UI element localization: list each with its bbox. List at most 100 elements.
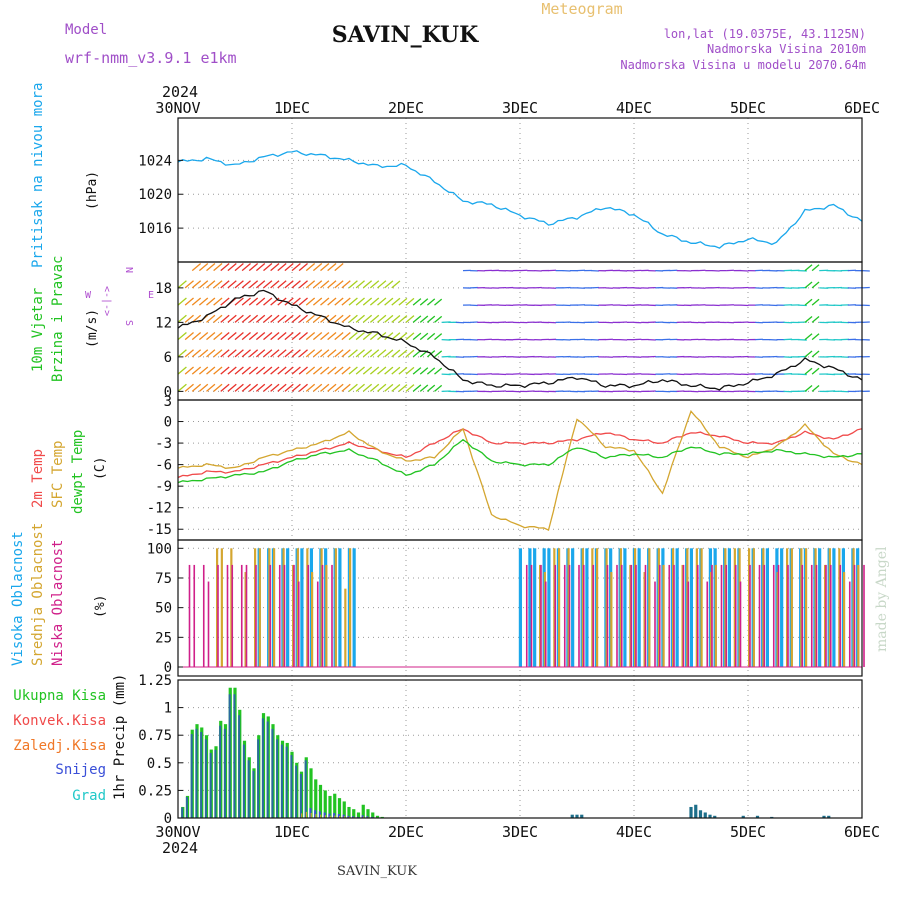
precip-bar <box>713 815 717 818</box>
mid-cloud-bar <box>344 588 347 667</box>
wind-barb <box>391 366 401 375</box>
precip-bar <box>352 809 356 818</box>
low-cloud-bar <box>863 564 865 667</box>
wind-barb <box>255 349 266 358</box>
snow-bar <box>223 728 226 818</box>
temp-label-sfc: SFC Temp <box>50 441 66 508</box>
snow-bar <box>233 694 236 818</box>
wind-barb <box>248 332 259 341</box>
pressure-panel: 1024 1020 1016 <box>138 117 863 263</box>
meteogram-label: Meteogram <box>541 0 622 18</box>
wind-barb <box>255 263 266 272</box>
wind-barb <box>255 280 266 289</box>
wind-barb <box>305 332 316 341</box>
wind-barb <box>312 349 323 358</box>
bottom-time-ticks: 30NOV 1DEC 2DEC 3DEC 4DEC 5DEC 6DEC <box>155 823 880 841</box>
snow-bar <box>342 814 345 818</box>
wind-barb <box>227 349 237 358</box>
wind-barb <box>327 366 337 375</box>
cloud-unit: (%) <box>93 595 108 618</box>
mid-cloud-bar <box>643 572 646 667</box>
low-cloud-bar <box>297 581 300 667</box>
time-tick-label: 2DEC <box>388 823 424 841</box>
snow-bar <box>285 746 288 818</box>
wind-barb <box>334 297 344 306</box>
low-cloud-bar <box>307 564 310 667</box>
snow-bar <box>299 773 302 818</box>
wind-barb <box>206 366 216 375</box>
wind-barb <box>426 315 436 323</box>
low-cloud-bar <box>749 564 751 667</box>
snow-bar <box>209 752 212 818</box>
wind-barb <box>804 264 813 272</box>
mid-cloud-bar <box>543 572 546 667</box>
snow-bar <box>238 715 241 818</box>
mid-cloud-bar <box>776 572 779 667</box>
wind-barb <box>348 332 358 341</box>
precip-legend-freezing: Zaledj.Kisa <box>13 738 106 754</box>
snow-bar <box>185 797 188 818</box>
wind-barb <box>263 383 273 392</box>
wind-barb <box>362 349 373 358</box>
snow-bar <box>304 760 307 818</box>
cloud-tick-label: 25 <box>155 630 172 646</box>
panel-frame <box>177 679 863 819</box>
low-cloud-bar <box>848 581 851 667</box>
low-cloud-bar <box>734 564 737 667</box>
wind-barb <box>384 383 394 392</box>
wind-barb <box>284 349 294 358</box>
low-cloud-bar <box>226 564 229 667</box>
elevation-label: Nadmorska Visina 2010m <box>707 42 866 56</box>
wind-barb <box>263 349 273 358</box>
year-top: 2024 <box>162 83 198 101</box>
wind-barb <box>270 383 280 392</box>
high-cloud-bar <box>300 548 304 667</box>
mid-cloud-bar <box>852 548 855 667</box>
mid-cloud-bar <box>752 548 755 667</box>
high-cloud-bar <box>818 548 822 667</box>
temp-top-tick-label: 3 <box>164 394 172 410</box>
wind-barb <box>220 297 230 306</box>
mid-cloud-bar <box>605 548 608 667</box>
wind-barb <box>206 280 216 289</box>
wind-barb <box>277 314 287 323</box>
mid-cloud-bar <box>857 564 860 667</box>
wind-barb <box>263 297 273 306</box>
time-tick-label: 1DEC <box>274 823 310 841</box>
mid-cloud-bar <box>539 564 542 667</box>
wind-barb <box>811 333 820 341</box>
low-cloud-bar <box>240 564 243 667</box>
mid-cloud-bar <box>268 548 271 667</box>
wind-barb <box>398 315 408 323</box>
wind-barb <box>198 332 209 341</box>
precip-bar <box>755 815 760 818</box>
wind-barb <box>419 384 429 392</box>
wind-barb <box>405 366 415 375</box>
wind-barb <box>213 280 223 289</box>
wind-barb <box>355 332 365 341</box>
mid-cloud-bar <box>629 564 632 667</box>
low-cloud-bar <box>540 564 542 667</box>
station-title: SAVIN_KUK <box>332 22 479 48</box>
wind-barb <box>369 280 380 289</box>
temp-tick-label: 0 <box>164 415 172 431</box>
wind-barb <box>334 280 344 289</box>
wind-barb <box>284 280 294 289</box>
wind-barb <box>320 366 330 375</box>
wind-barb <box>198 263 209 272</box>
wind-barb <box>206 383 216 392</box>
wind-barb <box>248 297 259 306</box>
time-tick-label: 4DEC <box>616 823 652 841</box>
low-cloud-bar <box>772 564 775 667</box>
low-cloud-bar <box>673 564 675 667</box>
wind-barb <box>184 349 194 358</box>
temp-tick-label: -6 <box>155 458 172 474</box>
wind-barb <box>213 332 223 341</box>
wind-barb <box>312 383 323 392</box>
wind-speed-line <box>177 289 863 391</box>
snow-bar <box>337 814 340 818</box>
snow-bar <box>352 816 355 818</box>
wind-barb <box>384 297 394 306</box>
conv-bar <box>339 816 341 818</box>
